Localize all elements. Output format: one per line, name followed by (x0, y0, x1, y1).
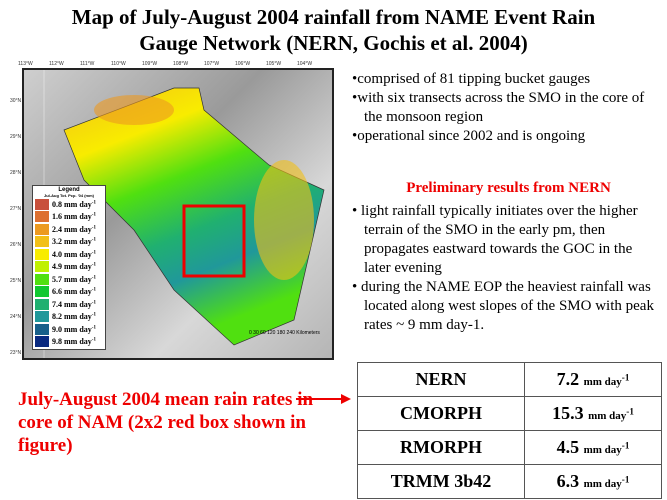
legend-swatch (35, 298, 49, 310)
product-name: TRMM 3b42 (356, 464, 526, 499)
lon-label: 109°W (142, 61, 158, 67)
table-row: RMORPH 4.5 mm day-1 (356, 430, 662, 465)
product-name: CMORPH (356, 396, 526, 431)
rain-rate: 7.2 mm day-1 (524, 362, 662, 397)
legend-item: 4.0 mm day-1 (35, 248, 103, 261)
rain-rate: 15.3 mm day-1 (524, 396, 662, 431)
legend-swatch (35, 211, 49, 223)
legend-swatch (35, 198, 49, 210)
lat-label: 27°N (10, 206, 22, 212)
map-legend: Legend Jul-Aug Tot. Pcp. '04 (mm) 0.8 mm… (32, 185, 106, 350)
table-row: NERN 7.2 mm day-1 (356, 362, 662, 397)
rain-rate: 6.3 mm day-1 (524, 464, 662, 499)
legend-swatch (35, 248, 49, 260)
lat-label: 26°N (10, 242, 22, 248)
legend-item: 6.6 mm day-1 (35, 286, 103, 299)
lon-label: 105°W (266, 61, 282, 67)
lon-label: 107°W (204, 61, 220, 67)
lat-label: 24°N (10, 314, 22, 320)
rain-rate: 4.5 mm day-1 (524, 430, 662, 465)
legend-swatch (35, 261, 49, 273)
arrow-icon (296, 394, 351, 404)
table-row: CMORPH 15.3 mm day-1 (356, 396, 662, 431)
legend-item: 0.8 mm day-1 (35, 198, 103, 211)
slide-title: Map of July-August 2004 rainfall from NA… (71, 5, 596, 55)
scale-bar: 0 30 60 120 180 240 Kilometers (249, 330, 320, 336)
lon-label: 110°W (111, 61, 126, 67)
lat-label: 23°N (10, 350, 22, 356)
lon-label: 106°W (235, 61, 251, 67)
legend-item: 9.8 mm day-1 (35, 336, 103, 349)
lat-label: 28°N (10, 170, 22, 176)
rainfall-field: 0 30 60 120 180 240 Kilometers (43, 70, 325, 358)
product-name: RMORPH (356, 430, 526, 465)
legend-swatch (35, 223, 49, 235)
lat-label: 25°N (10, 278, 22, 284)
lon-label: 108°W (173, 61, 189, 67)
legend-swatch (35, 286, 49, 298)
rain-rate-table: NERN 7.2 mm day-1 CMORPH 15.3 mm day-1 RMORP… (356, 362, 662, 499)
legend-swatch (35, 323, 49, 335)
legend-swatch (35, 311, 49, 323)
gauge-bullets: •comprised of 81 tipping bucket gauges •… (352, 71, 645, 144)
lon-label: 113°W (18, 61, 33, 67)
lon-label: 104°W (297, 61, 313, 67)
legend-item: 1.6 mm day-1 (35, 211, 103, 224)
lon-label: 111°W (80, 61, 95, 67)
lon-label: 112°W (49, 61, 64, 67)
result-bullets: • light rainfall typically initiates ove… (352, 203, 654, 333)
product-name: NERN (356, 362, 526, 397)
legend-item: 8.2 mm day-1 (35, 311, 103, 324)
core-box (182, 204, 246, 278)
legend-item: 2.4 mm day-1 (35, 223, 103, 236)
lat-label: 30°N (10, 98, 22, 104)
lat-label: 29°N (10, 134, 22, 140)
table-row: TRMM 3b42 6.3 mm day-1 (356, 464, 662, 499)
core-note: July-August 2004 mean rain rates in core… (18, 389, 314, 456)
legend-item: 3.2 mm day-1 (35, 236, 103, 249)
prelim-heading: Preliminary results from NERN (406, 180, 611, 196)
legend-item: 5.7 mm day-1 (35, 273, 103, 286)
legend-swatch (35, 336, 49, 348)
legend-swatch (35, 236, 49, 248)
legend-item: 9.0 mm day-1 (35, 323, 103, 336)
legend-swatch (35, 273, 49, 285)
legend-item: 4.9 mm day-1 (35, 261, 103, 274)
legend-item: 7.4 mm day-1 (35, 298, 103, 311)
